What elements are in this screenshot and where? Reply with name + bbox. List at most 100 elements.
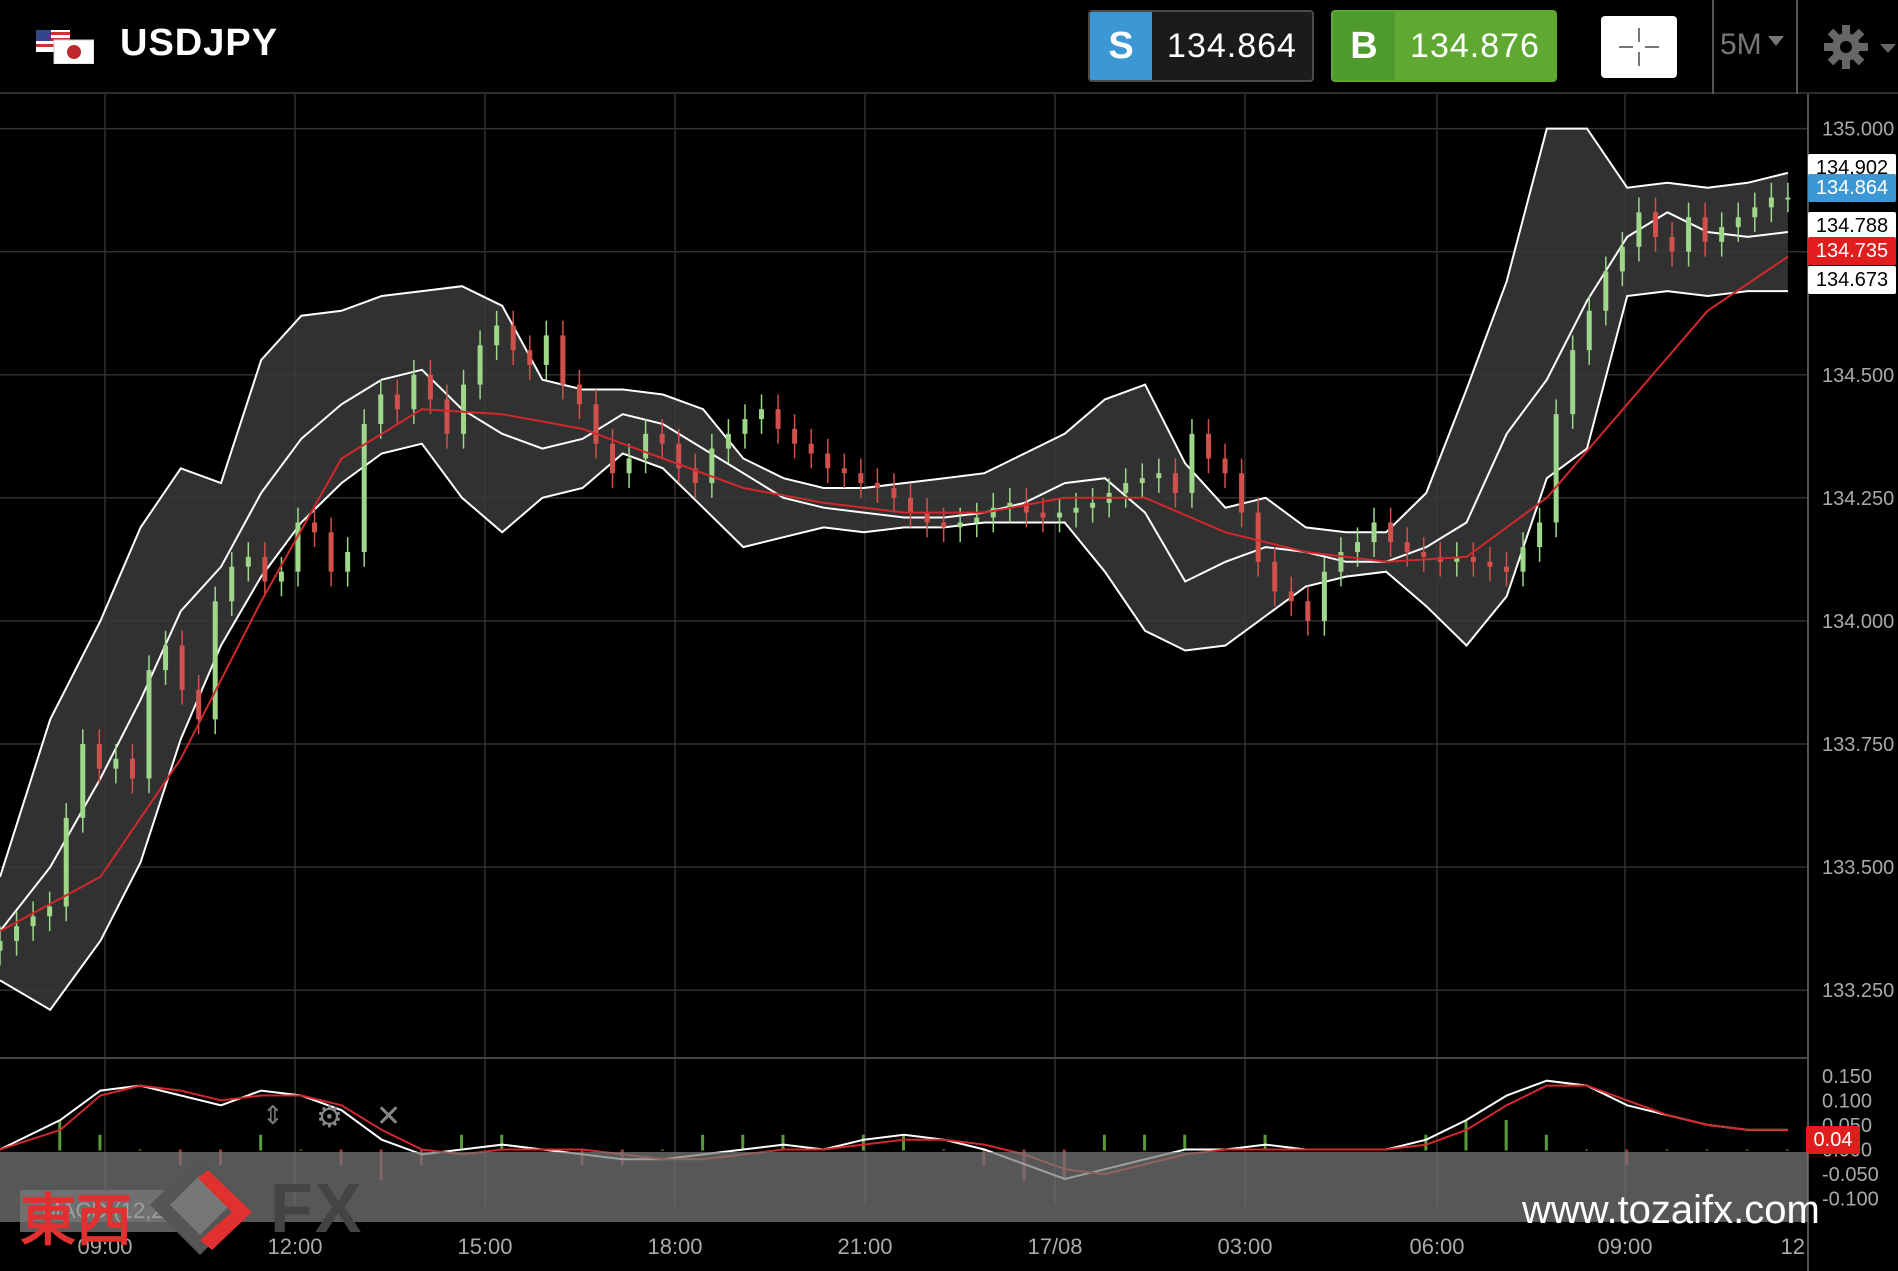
macd-histogram-bar xyxy=(701,1134,705,1151)
settings-gear-icon[interactable] xyxy=(1820,20,1898,74)
candle-body xyxy=(229,566,235,602)
candle-body xyxy=(974,517,980,523)
candle-body xyxy=(510,325,516,351)
candle-body xyxy=(941,522,947,528)
candle-body xyxy=(444,399,450,434)
candle-body xyxy=(1255,512,1261,562)
macd-histogram-bar xyxy=(1143,1134,1147,1151)
macd-histogram-bar xyxy=(1665,1149,1669,1151)
candle-body xyxy=(378,394,384,424)
candle-body xyxy=(47,906,53,917)
crosshair-icon xyxy=(1619,46,1633,48)
candle-body xyxy=(808,443,814,454)
chart-canvas[interactable]: 135.000134.750134.500134.250134.000133.7… xyxy=(0,94,1898,1271)
candle-body xyxy=(610,443,616,474)
macd-tick-label: -0.100 xyxy=(1822,1189,1879,1211)
candle-body xyxy=(775,409,781,429)
candle-body xyxy=(1007,502,1013,508)
x-tick-label: 03:00 xyxy=(1217,1234,1272,1259)
candle-body xyxy=(1305,601,1311,621)
macd-histogram-bar xyxy=(1585,1149,1589,1151)
x-tick-label: 12 xyxy=(1781,1234,1805,1259)
candle-body xyxy=(461,384,467,434)
macd-histogram-bar xyxy=(1263,1134,1267,1151)
candle-body xyxy=(1222,458,1228,474)
watermark-brand-fx: FX xyxy=(270,1169,364,1247)
candle-body xyxy=(1520,547,1526,572)
candle-body xyxy=(1570,350,1576,415)
candle-body xyxy=(1321,571,1327,621)
x-tick-label: 09:00 xyxy=(77,1234,132,1259)
candle-body xyxy=(1073,507,1079,513)
x-tick-label: 15:00 xyxy=(457,1234,512,1259)
candle-body xyxy=(1205,433,1211,459)
candle-body xyxy=(1272,561,1278,592)
candle-body xyxy=(1735,217,1741,228)
tozai-logo-icon xyxy=(150,1155,252,1255)
sell-price: 134.864 xyxy=(1167,26,1297,65)
crosshair-button[interactable] xyxy=(1601,16,1677,78)
sell-label: S xyxy=(1090,12,1152,80)
watermark-brand-kanji: 東西 xyxy=(20,1189,132,1254)
candle-body xyxy=(1057,512,1063,518)
bollinger-band-fill xyxy=(0,128,1788,1010)
buy-button[interactable]: B 134.876 xyxy=(1331,10,1557,82)
macd-histogram-bar xyxy=(1102,1134,1106,1151)
candle-body xyxy=(63,817,69,907)
candle-body xyxy=(113,758,119,769)
macd-tick-label: -0.050 xyxy=(1822,1164,1879,1186)
candle-body xyxy=(1338,552,1344,572)
candle-body xyxy=(659,433,665,444)
candle-body xyxy=(427,374,433,400)
macd-tick-label: 0.100 xyxy=(1822,1090,1872,1112)
candle-body xyxy=(179,645,185,690)
timeframe-selector[interactable]: 5M xyxy=(1720,28,1784,62)
candle-body xyxy=(146,670,152,779)
price-tag-lower: 134.673 xyxy=(1808,266,1896,294)
x-tick-label: 18:00 xyxy=(647,1234,702,1259)
candle-body xyxy=(1768,197,1774,208)
macd-settings-icon: ⚙ xyxy=(316,1101,343,1134)
x-tick-label: 12:00 xyxy=(267,1234,322,1259)
candle-body xyxy=(1288,591,1294,602)
y-tick-label: 133.750 xyxy=(1822,734,1894,756)
macd-histogram-bar xyxy=(299,1149,303,1151)
candle-body xyxy=(0,940,3,951)
candle-body xyxy=(394,394,400,410)
candle-body xyxy=(1454,556,1460,562)
candle-body xyxy=(345,552,351,572)
candle-body xyxy=(1139,478,1145,484)
x-tick-label: 09:00 xyxy=(1597,1234,1652,1259)
macd-histogram-bar xyxy=(942,1149,946,1151)
symbol-title: USDJPY xyxy=(120,22,279,64)
candle-body xyxy=(1470,556,1476,562)
macd-histogram-bar xyxy=(781,1134,785,1151)
candle-body xyxy=(593,404,599,444)
candle-body xyxy=(1040,512,1046,518)
candle-body xyxy=(858,473,864,484)
candle-body xyxy=(163,645,169,671)
moving-average-line xyxy=(0,255,1789,932)
macd-histogram-bar xyxy=(660,1149,664,1151)
candle-body xyxy=(990,507,996,518)
toolbar: USDJPY S 134.864 B 134.876 5M xyxy=(0,0,1898,94)
y-tick-label: 135.000 xyxy=(1822,119,1894,141)
x-tick-label: 17/08 xyxy=(1027,1234,1082,1259)
sell-button[interactable]: S 134.864 xyxy=(1088,10,1314,82)
candle-body xyxy=(1586,310,1592,351)
price-chart[interactable]: 135.000134.750134.500134.250134.000133.7… xyxy=(0,94,1898,1271)
macd-histogram-bar xyxy=(1705,1149,1709,1151)
candle-body xyxy=(643,433,649,459)
macd-histogram-bar xyxy=(138,1149,142,1151)
candle-body xyxy=(196,689,202,720)
y-tick-label: 133.500 xyxy=(1822,857,1894,879)
candle-body xyxy=(792,428,798,444)
candle-body xyxy=(1371,522,1377,543)
candle-body xyxy=(957,522,963,528)
candle-body xyxy=(1686,217,1692,252)
candle-body xyxy=(361,424,367,552)
macd-histogram-bar xyxy=(861,1134,865,1151)
candle-body xyxy=(1636,212,1642,247)
macd-histogram-bar xyxy=(902,1134,905,1151)
candle-body xyxy=(1239,473,1245,513)
